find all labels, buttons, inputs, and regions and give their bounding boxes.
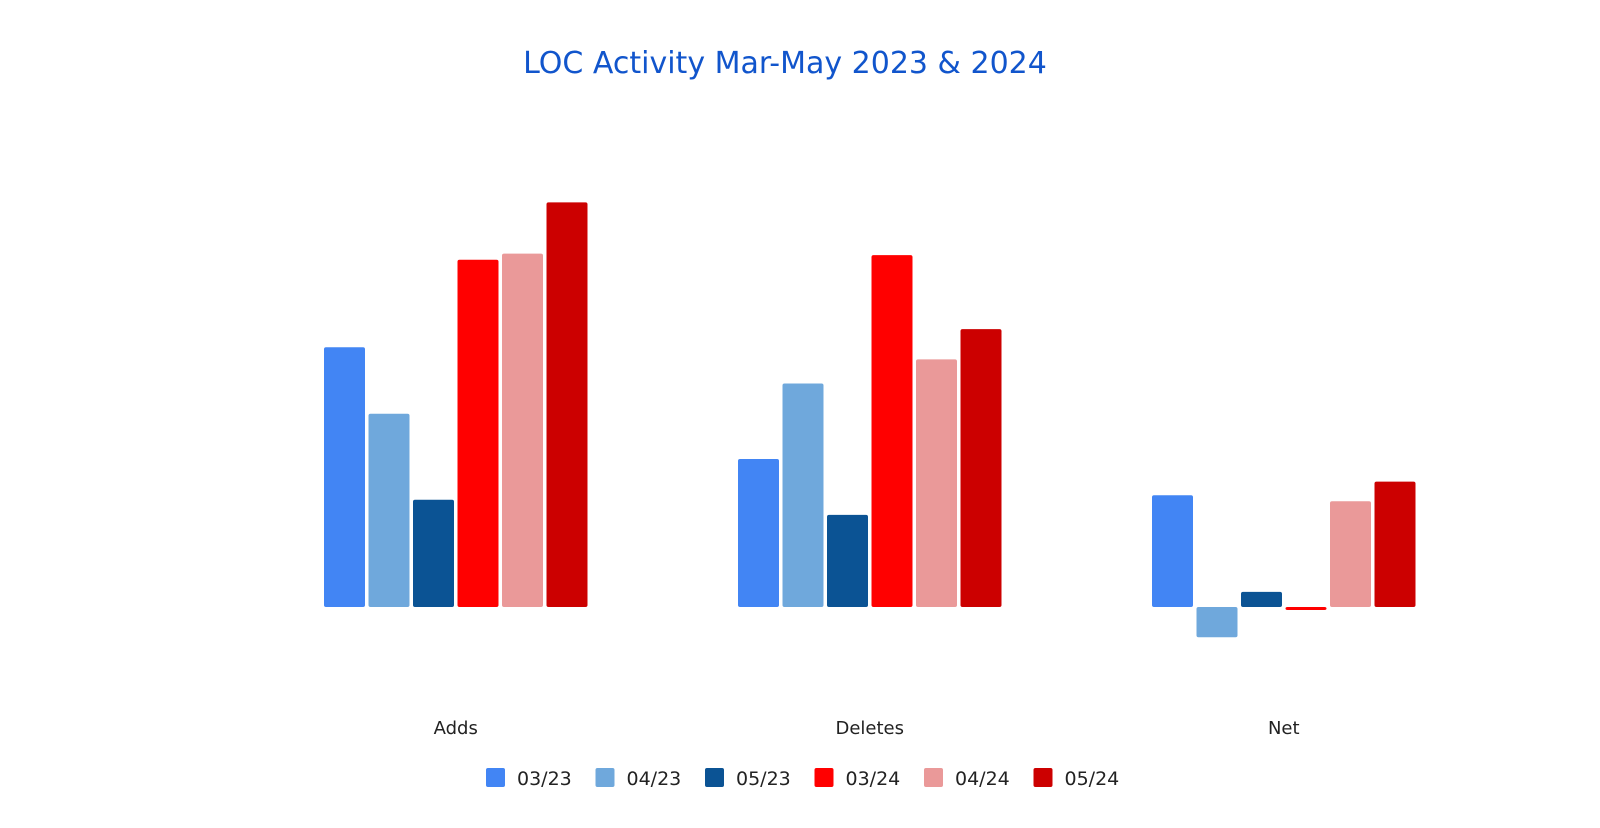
legend-label: 04/24 — [955, 768, 1010, 790]
bar-adds-03-23 — [324, 347, 365, 607]
category-label-adds: Adds — [434, 718, 478, 739]
bar-deletes-03-23 — [738, 459, 779, 607]
legend-swatch — [924, 768, 943, 787]
legend-swatch — [705, 768, 724, 787]
bar-adds-05-24 — [546, 202, 588, 607]
category-label-net: Net — [1268, 718, 1300, 739]
bar-adds-05-23 — [413, 499, 454, 607]
bar-deletes-03-24 — [871, 255, 913, 608]
legend-item-03-23[interactable]: 03/23 — [486, 768, 572, 790]
bar-deletes-05-24 — [960, 329, 1002, 607]
bar-net-03-24 — [1285, 607, 1327, 611]
legend-label: 03/24 — [846, 768, 901, 790]
bar-net-04-24 — [1330, 501, 1371, 607]
bar-adds-04-23 — [368, 413, 410, 607]
bar-deletes-04-24 — [916, 359, 957, 607]
legend-swatch — [814, 768, 834, 787]
chart-title: LOC Activity Mar-May 2023 & 2024 — [523, 46, 1047, 81]
bar-deletes-05-23 — [827, 514, 868, 607]
legend-item-05-24[interactable]: 05/24 — [1033, 768, 1120, 790]
legend-item-04-24[interactable]: 04/24 — [924, 768, 1010, 790]
bar-net-05-23 — [1241, 591, 1282, 607]
legend-label: 03/23 — [517, 768, 572, 790]
bar-net-05-24 — [1374, 481, 1416, 607]
bar-net-04-23 — [1196, 607, 1238, 638]
bar-deletes-04-23 — [782, 383, 824, 607]
legend-swatch — [486, 768, 505, 787]
legend-label: 05/23 — [736, 768, 791, 790]
bars-group — [324, 202, 1416, 638]
category-labels: Adds Deletes Net — [434, 718, 1300, 739]
category-label-deletes: Deletes — [835, 718, 904, 739]
legend-label: 05/24 — [1065, 768, 1120, 790]
legend-item-05-23[interactable]: 05/23 — [705, 768, 791, 790]
legend-label: 04/23 — [627, 768, 682, 790]
bar-adds-03-24 — [457, 259, 499, 607]
legend-swatch — [595, 768, 615, 787]
legend-swatch — [1033, 768, 1053, 787]
legend-item-03-24[interactable]: 03/24 — [814, 768, 901, 790]
legend: 03/23 04/23 05/23 03/24 04/24 05/24 — [486, 768, 1119, 790]
legend-item-04-23[interactable]: 04/23 — [595, 768, 682, 790]
bar-net-03-23 — [1152, 495, 1193, 607]
bar-adds-04-24 — [502, 253, 543, 607]
